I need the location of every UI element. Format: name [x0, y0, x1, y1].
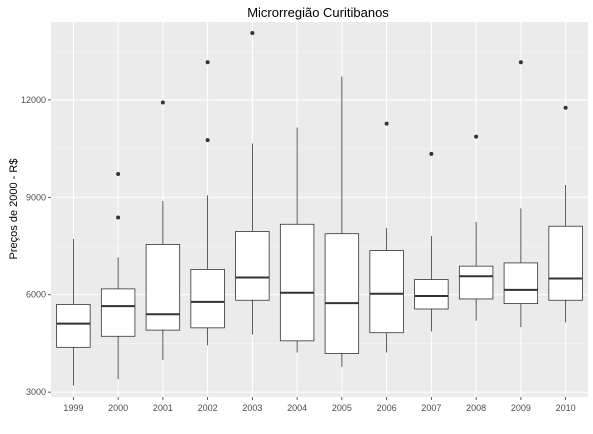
x-tick-label: 2001	[153, 403, 173, 413]
outlier-point	[384, 121, 389, 126]
box-iqr	[369, 250, 404, 334]
box-iqr	[279, 223, 315, 342]
box-2004	[279, 127, 315, 353]
box-iqr	[56, 304, 91, 348]
box-iqr	[145, 244, 181, 331]
box-2009	[503, 60, 539, 328]
box-2007	[414, 151, 449, 332]
x-tick-label: 2000	[108, 403, 128, 413]
outlier-point	[205, 138, 210, 143]
outlier-point	[205, 60, 210, 65]
x-axis: 1999 2000 2001 2002 2003 2004 2005 2006 2007 2008…	[63, 397, 576, 413]
box-iqr	[458, 265, 494, 300]
outlier-point	[116, 215, 121, 220]
outlier-point	[250, 31, 255, 36]
box-2008	[458, 134, 494, 321]
x-tick-label: 2003	[242, 403, 262, 413]
box-2001	[145, 100, 181, 360]
x-tick-label: 2008	[466, 403, 486, 413]
box-2003	[235, 31, 270, 335]
boxes	[56, 31, 583, 386]
x-tick-label: 2004	[287, 403, 307, 413]
y-axis: 3000 6000 9000 12000	[21, 95, 51, 397]
x-tick-label: 1999	[63, 403, 83, 413]
plot-panel	[51, 22, 588, 397]
box-2005	[324, 76, 360, 367]
y-tick-label: 6000	[26, 290, 46, 300]
y-tick-label: 12000	[21, 95, 46, 105]
x-tick-label: 2002	[198, 403, 218, 413]
outlier-point	[474, 134, 479, 139]
box-iqr	[324, 233, 360, 354]
box-2010	[548, 105, 583, 323]
grid-minor	[51, 50, 588, 344]
box-2000	[100, 171, 136, 380]
box-iqr	[235, 231, 270, 301]
outlier-point	[160, 100, 165, 105]
outlier-point	[563, 105, 568, 110]
box-iqr	[100, 288, 136, 337]
box-2002	[190, 60, 225, 346]
x-tick-label: 2005	[332, 403, 352, 413]
box-2006	[369, 121, 404, 353]
y-tick-label: 3000	[26, 387, 46, 397]
box-iqr	[414, 279, 449, 310]
x-tick-label: 2010	[556, 403, 576, 413]
box-iqr	[548, 225, 583, 301]
box-iqr	[503, 262, 539, 304]
outlier-point	[518, 60, 523, 65]
y-tick-label: 9000	[26, 192, 46, 202]
x-tick-label: 2009	[511, 403, 531, 413]
outlier-point	[116, 171, 121, 176]
outlier-point	[429, 151, 434, 156]
box-iqr	[190, 269, 225, 329]
chart-title: Microrregião Curitibanos	[247, 5, 389, 20]
box-1999	[56, 238, 91, 386]
y-axis-label: Preços de 2000 - R$	[8, 159, 20, 260]
x-tick-label: 2007	[421, 403, 441, 413]
x-tick-label: 2006	[377, 403, 397, 413]
